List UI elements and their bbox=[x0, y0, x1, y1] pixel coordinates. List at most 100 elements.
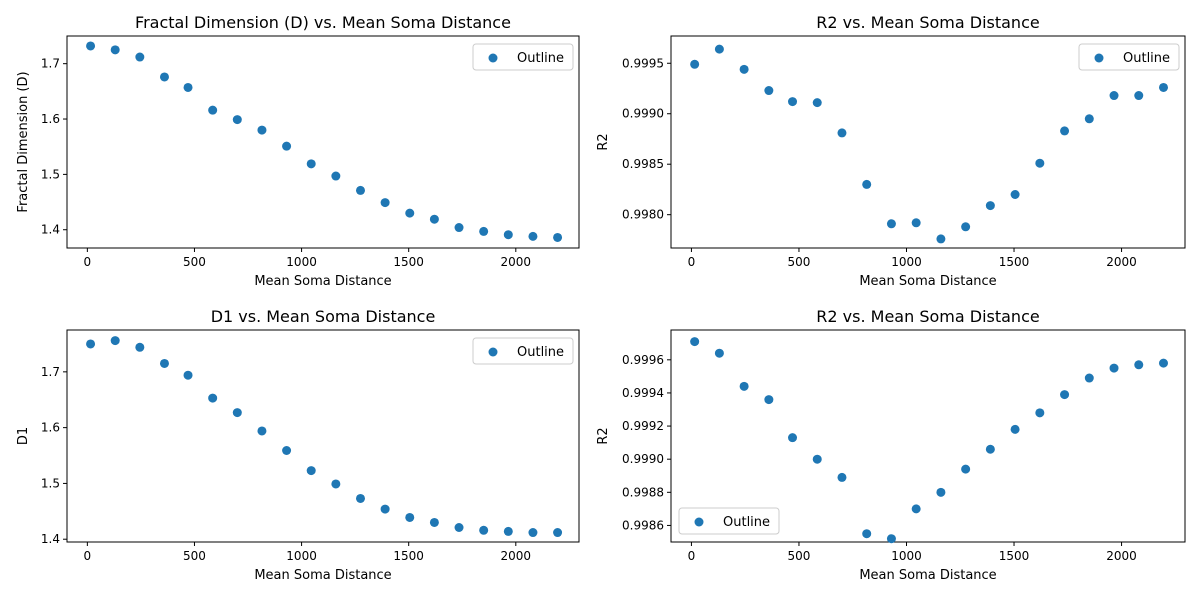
y-tick-label: 1.4 bbox=[41, 223, 60, 237]
data-point bbox=[454, 223, 464, 233]
data-point bbox=[812, 454, 822, 464]
data-point bbox=[936, 487, 946, 497]
data-point bbox=[1060, 126, 1070, 136]
data-point bbox=[159, 358, 169, 368]
chart-title: R2 vs. Mean Soma Distance bbox=[816, 307, 1039, 326]
data-point bbox=[208, 105, 218, 115]
axes-frame bbox=[670, 329, 1186, 543]
x-tick-label: 0 bbox=[84, 255, 92, 269]
data-point bbox=[479, 226, 489, 236]
x-tick-label: 2000 bbox=[501, 549, 532, 563]
data-point bbox=[886, 534, 896, 544]
legend-box bbox=[472, 337, 574, 365]
data-point bbox=[1134, 91, 1144, 101]
y-tick-label: 0.9990 bbox=[622, 452, 664, 466]
data-point bbox=[1084, 373, 1094, 383]
legend-box bbox=[678, 507, 780, 535]
chart-title: Fractal Dimension (D) vs. Mean Soma Dist… bbox=[135, 13, 511, 32]
x-tick-label: 1000 bbox=[286, 549, 317, 563]
data-point bbox=[553, 232, 563, 242]
data-point bbox=[282, 446, 292, 456]
data-point bbox=[429, 214, 439, 224]
data-point bbox=[429, 517, 439, 527]
legend-marker bbox=[694, 517, 704, 527]
chart-title: D1 vs. Mean Soma Distance bbox=[211, 307, 436, 326]
y-tick-label: 1.5 bbox=[41, 476, 60, 490]
data-point bbox=[1084, 114, 1094, 124]
legend-label: Outline bbox=[1123, 51, 1170, 66]
data-point bbox=[257, 426, 267, 436]
data-point bbox=[1158, 82, 1168, 92]
data-point bbox=[110, 336, 120, 346]
data-point bbox=[405, 208, 415, 218]
data-point bbox=[331, 171, 341, 181]
y-axis-label: R2 bbox=[596, 133, 611, 150]
data-point bbox=[135, 342, 145, 352]
x-tick-label: 500 bbox=[788, 549, 811, 563]
data-point bbox=[1035, 158, 1045, 168]
y-axis-label: Fractal Dimension (D) bbox=[16, 71, 31, 212]
data-point bbox=[479, 525, 489, 535]
x-tick-label: 0 bbox=[84, 549, 92, 563]
data-point bbox=[690, 59, 700, 69]
data-point bbox=[812, 98, 822, 108]
legend-label: Outline bbox=[517, 345, 564, 360]
x-axis-label: Mean Soma Distance bbox=[859, 568, 996, 583]
data-point bbox=[886, 219, 896, 229]
data-point bbox=[405, 512, 415, 522]
x-tick-label: 1500 bbox=[999, 255, 1030, 269]
axes-frame bbox=[66, 329, 580, 543]
y-tick-label: 0.9996 bbox=[622, 353, 664, 367]
legend-marker bbox=[488, 347, 498, 357]
data-point bbox=[862, 179, 872, 189]
data-point bbox=[911, 504, 921, 514]
data-point bbox=[183, 370, 193, 380]
data-point bbox=[936, 234, 946, 244]
y-tick-label: 0.9994 bbox=[622, 386, 664, 400]
x-tick-label: 500 bbox=[788, 255, 811, 269]
data-point bbox=[86, 41, 96, 51]
chart-r2-top: R2 vs. Mean Soma Distance Mean Soma Dist… bbox=[596, 13, 1186, 289]
data-point bbox=[553, 528, 563, 538]
y-tick-label: 1.7 bbox=[41, 57, 60, 71]
y-tick-label: 1.4 bbox=[41, 532, 60, 546]
data-point bbox=[86, 339, 96, 349]
y-axis-label: R2 bbox=[596, 427, 611, 444]
data-point bbox=[208, 393, 218, 403]
x-axis-label: Mean Soma Distance bbox=[254, 274, 391, 289]
x-tick-label: 0 bbox=[688, 255, 696, 269]
data-point bbox=[528, 528, 538, 538]
x-tick-label: 0 bbox=[688, 549, 696, 563]
y-tick-label: 0.9995 bbox=[622, 56, 664, 70]
x-tick-label: 1500 bbox=[999, 549, 1030, 563]
data-point bbox=[1035, 408, 1045, 418]
data-point bbox=[1010, 189, 1020, 199]
data-point bbox=[1010, 424, 1020, 434]
data-point bbox=[135, 52, 145, 62]
x-tick-label: 1000 bbox=[286, 255, 317, 269]
chart-r2-bottom: R2 vs. Mean Soma Distance Mean Soma Dist… bbox=[596, 307, 1186, 583]
data-point bbox=[1158, 358, 1168, 368]
y-axis-label: D1 bbox=[16, 427, 31, 445]
y-tick-label: 0.9988 bbox=[622, 485, 664, 499]
axes-frame bbox=[66, 35, 580, 249]
x-tick-label: 1000 bbox=[891, 549, 922, 563]
data-point bbox=[837, 472, 847, 482]
data-point bbox=[764, 86, 774, 96]
data-point bbox=[690, 337, 700, 347]
data-point bbox=[911, 218, 921, 228]
y-tick-label: 1.5 bbox=[41, 167, 60, 181]
data-point bbox=[714, 348, 724, 358]
data-point bbox=[503, 526, 513, 536]
data-point bbox=[159, 72, 169, 82]
data-point bbox=[380, 198, 390, 208]
y-tick-label: 0.9985 bbox=[622, 157, 664, 171]
x-tick-label: 1500 bbox=[393, 549, 424, 563]
data-point bbox=[331, 479, 341, 489]
legend-label: Outline bbox=[517, 51, 564, 66]
data-point bbox=[1109, 91, 1119, 101]
data-point bbox=[183, 82, 193, 92]
data-point bbox=[528, 231, 538, 241]
y-tick-label: 0.9992 bbox=[622, 419, 664, 433]
